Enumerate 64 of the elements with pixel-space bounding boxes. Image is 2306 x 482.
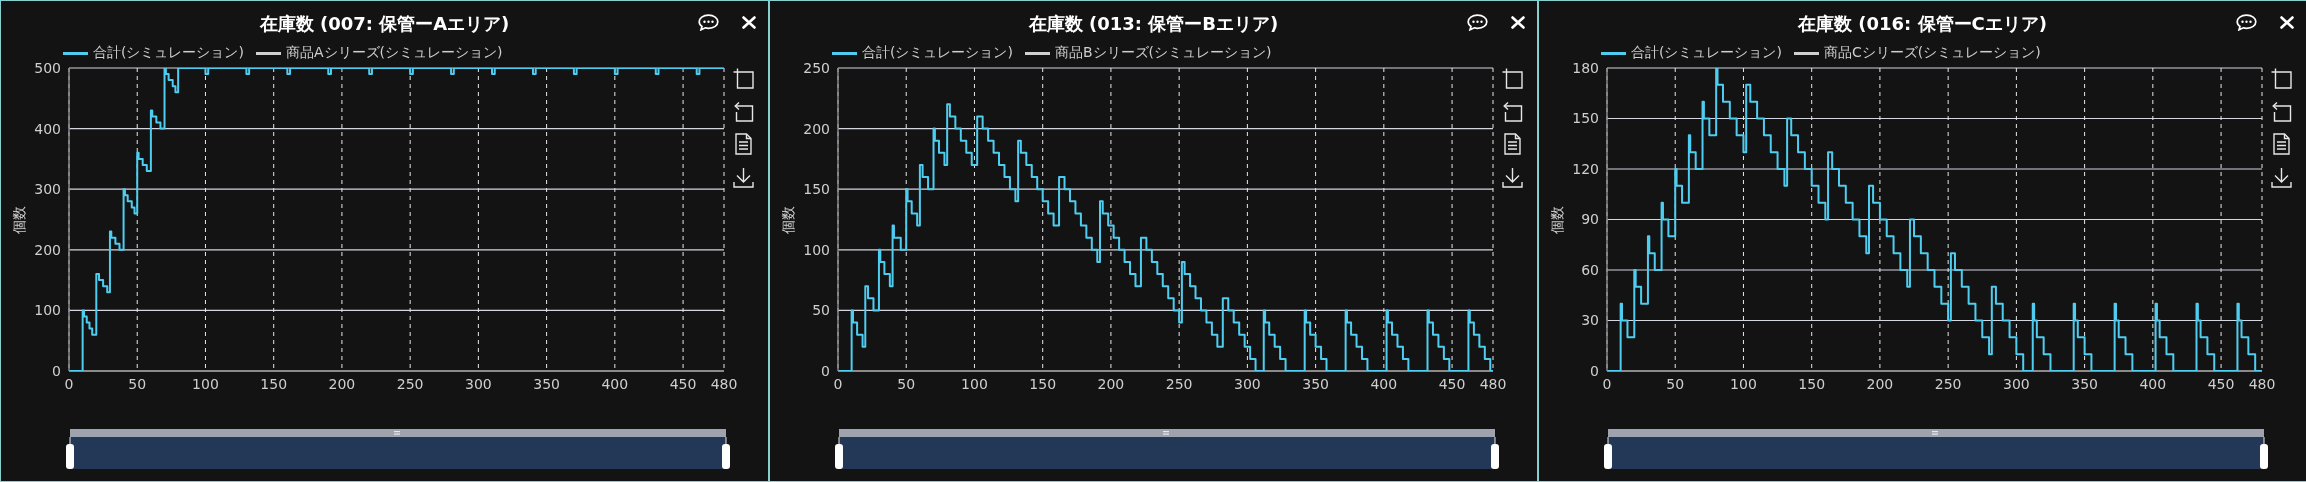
x-tick-label: 200 — [1097, 375, 1125, 392]
x-tick-label: 350 — [2071, 375, 2098, 392]
y-tick-label: 120 — [1572, 160, 1599, 177]
x-tick-label: 450 — [669, 375, 697, 392]
legend-label: 合計(シミュレーション) — [93, 44, 244, 62]
y-tick-label: 500 — [34, 59, 61, 76]
x-tick-label: 350 — [1302, 375, 1329, 392]
legend-label: 商品Aシリーズ(シミュレーション) — [285, 44, 503, 62]
x-tick-label: 150 — [1029, 375, 1057, 392]
y-tick-label: 150 — [1572, 110, 1599, 127]
legend-label: 商品Cシリーズ(シミュレーション) — [1823, 44, 2041, 62]
y-axis-title: 個数 — [11, 205, 27, 234]
x-tick-label: 250 — [1934, 375, 1962, 392]
x-tick-label: 300 — [2003, 375, 2030, 392]
chart-title: 在庫数 (016: 保管ーCエリア) — [1798, 13, 2047, 34]
x-tick-label: 480 — [1479, 375, 1507, 392]
y-tick-label: 250 — [803, 59, 830, 76]
y-tick-label: 60 — [1581, 261, 1599, 278]
x-tick-label: 480 — [710, 375, 738, 392]
x-tick-label: 100 — [961, 375, 988, 392]
y-tick-label: 150 — [803, 181, 830, 198]
y-tick-label: 300 — [34, 181, 61, 198]
x-tick-label: 50 — [128, 375, 147, 392]
x-tick-label: 100 — [192, 375, 219, 392]
y-tick-label: 100 — [803, 241, 830, 258]
legend-label: 商品Bシリーズ(シミュレーション) — [1054, 44, 1272, 62]
y-tick-label: 200 — [803, 120, 830, 137]
y-tick-label: 0 — [821, 362, 830, 379]
x-tick-label: 100 — [1730, 375, 1757, 392]
y-axis-title: 個数 — [780, 205, 796, 234]
chart-title: 在庫数 (007: 保管ーAエリア) — [259, 13, 510, 34]
x-tick-label: 0 — [64, 375, 74, 392]
chart-title: 在庫数 (013: 保管ーBエリア) — [1028, 13, 1279, 34]
y-tick-label: 100 — [34, 302, 61, 319]
y-tick-label: 0 — [52, 362, 61, 379]
y-tick-label: 90 — [1581, 211, 1599, 228]
x-tick-label: 450 — [2207, 375, 2235, 392]
x-tick-label: 250 — [1165, 375, 1193, 392]
x-tick-label: 450 — [1438, 375, 1466, 392]
y-tick-label: 400 — [34, 120, 61, 137]
y-tick-label: 0 — [1590, 362, 1599, 379]
legend-label: 合計(シミュレーション) — [1631, 44, 1782, 62]
x-tick-label: 400 — [1370, 375, 1398, 392]
x-tick-label: 300 — [465, 375, 492, 392]
y-tick-label: 200 — [34, 241, 61, 258]
y-tick-label: 30 — [1581, 312, 1599, 329]
x-tick-label: 150 — [260, 375, 288, 392]
x-tick-label: 250 — [396, 375, 424, 392]
x-tick-label: 50 — [1666, 375, 1685, 392]
x-tick-label: 300 — [1234, 375, 1261, 392]
x-tick-label: 0 — [833, 375, 843, 392]
y-axis-title: 個数 — [1549, 205, 1565, 234]
y-tick-label: 180 — [1572, 59, 1599, 76]
x-tick-label: 200 — [1866, 375, 1894, 392]
x-tick-label: 400 — [601, 375, 629, 392]
x-tick-label: 480 — [2248, 375, 2276, 392]
x-tick-label: 400 — [2139, 375, 2167, 392]
y-tick-label: 50 — [812, 302, 830, 319]
x-tick-label: 150 — [1798, 375, 1826, 392]
legend-label: 合計(シミュレーション) — [862, 44, 1013, 62]
x-tick-label: 50 — [897, 375, 916, 392]
x-tick-label: 350 — [533, 375, 560, 392]
x-tick-label: 0 — [1602, 375, 1612, 392]
x-tick-label: 200 — [328, 375, 356, 392]
